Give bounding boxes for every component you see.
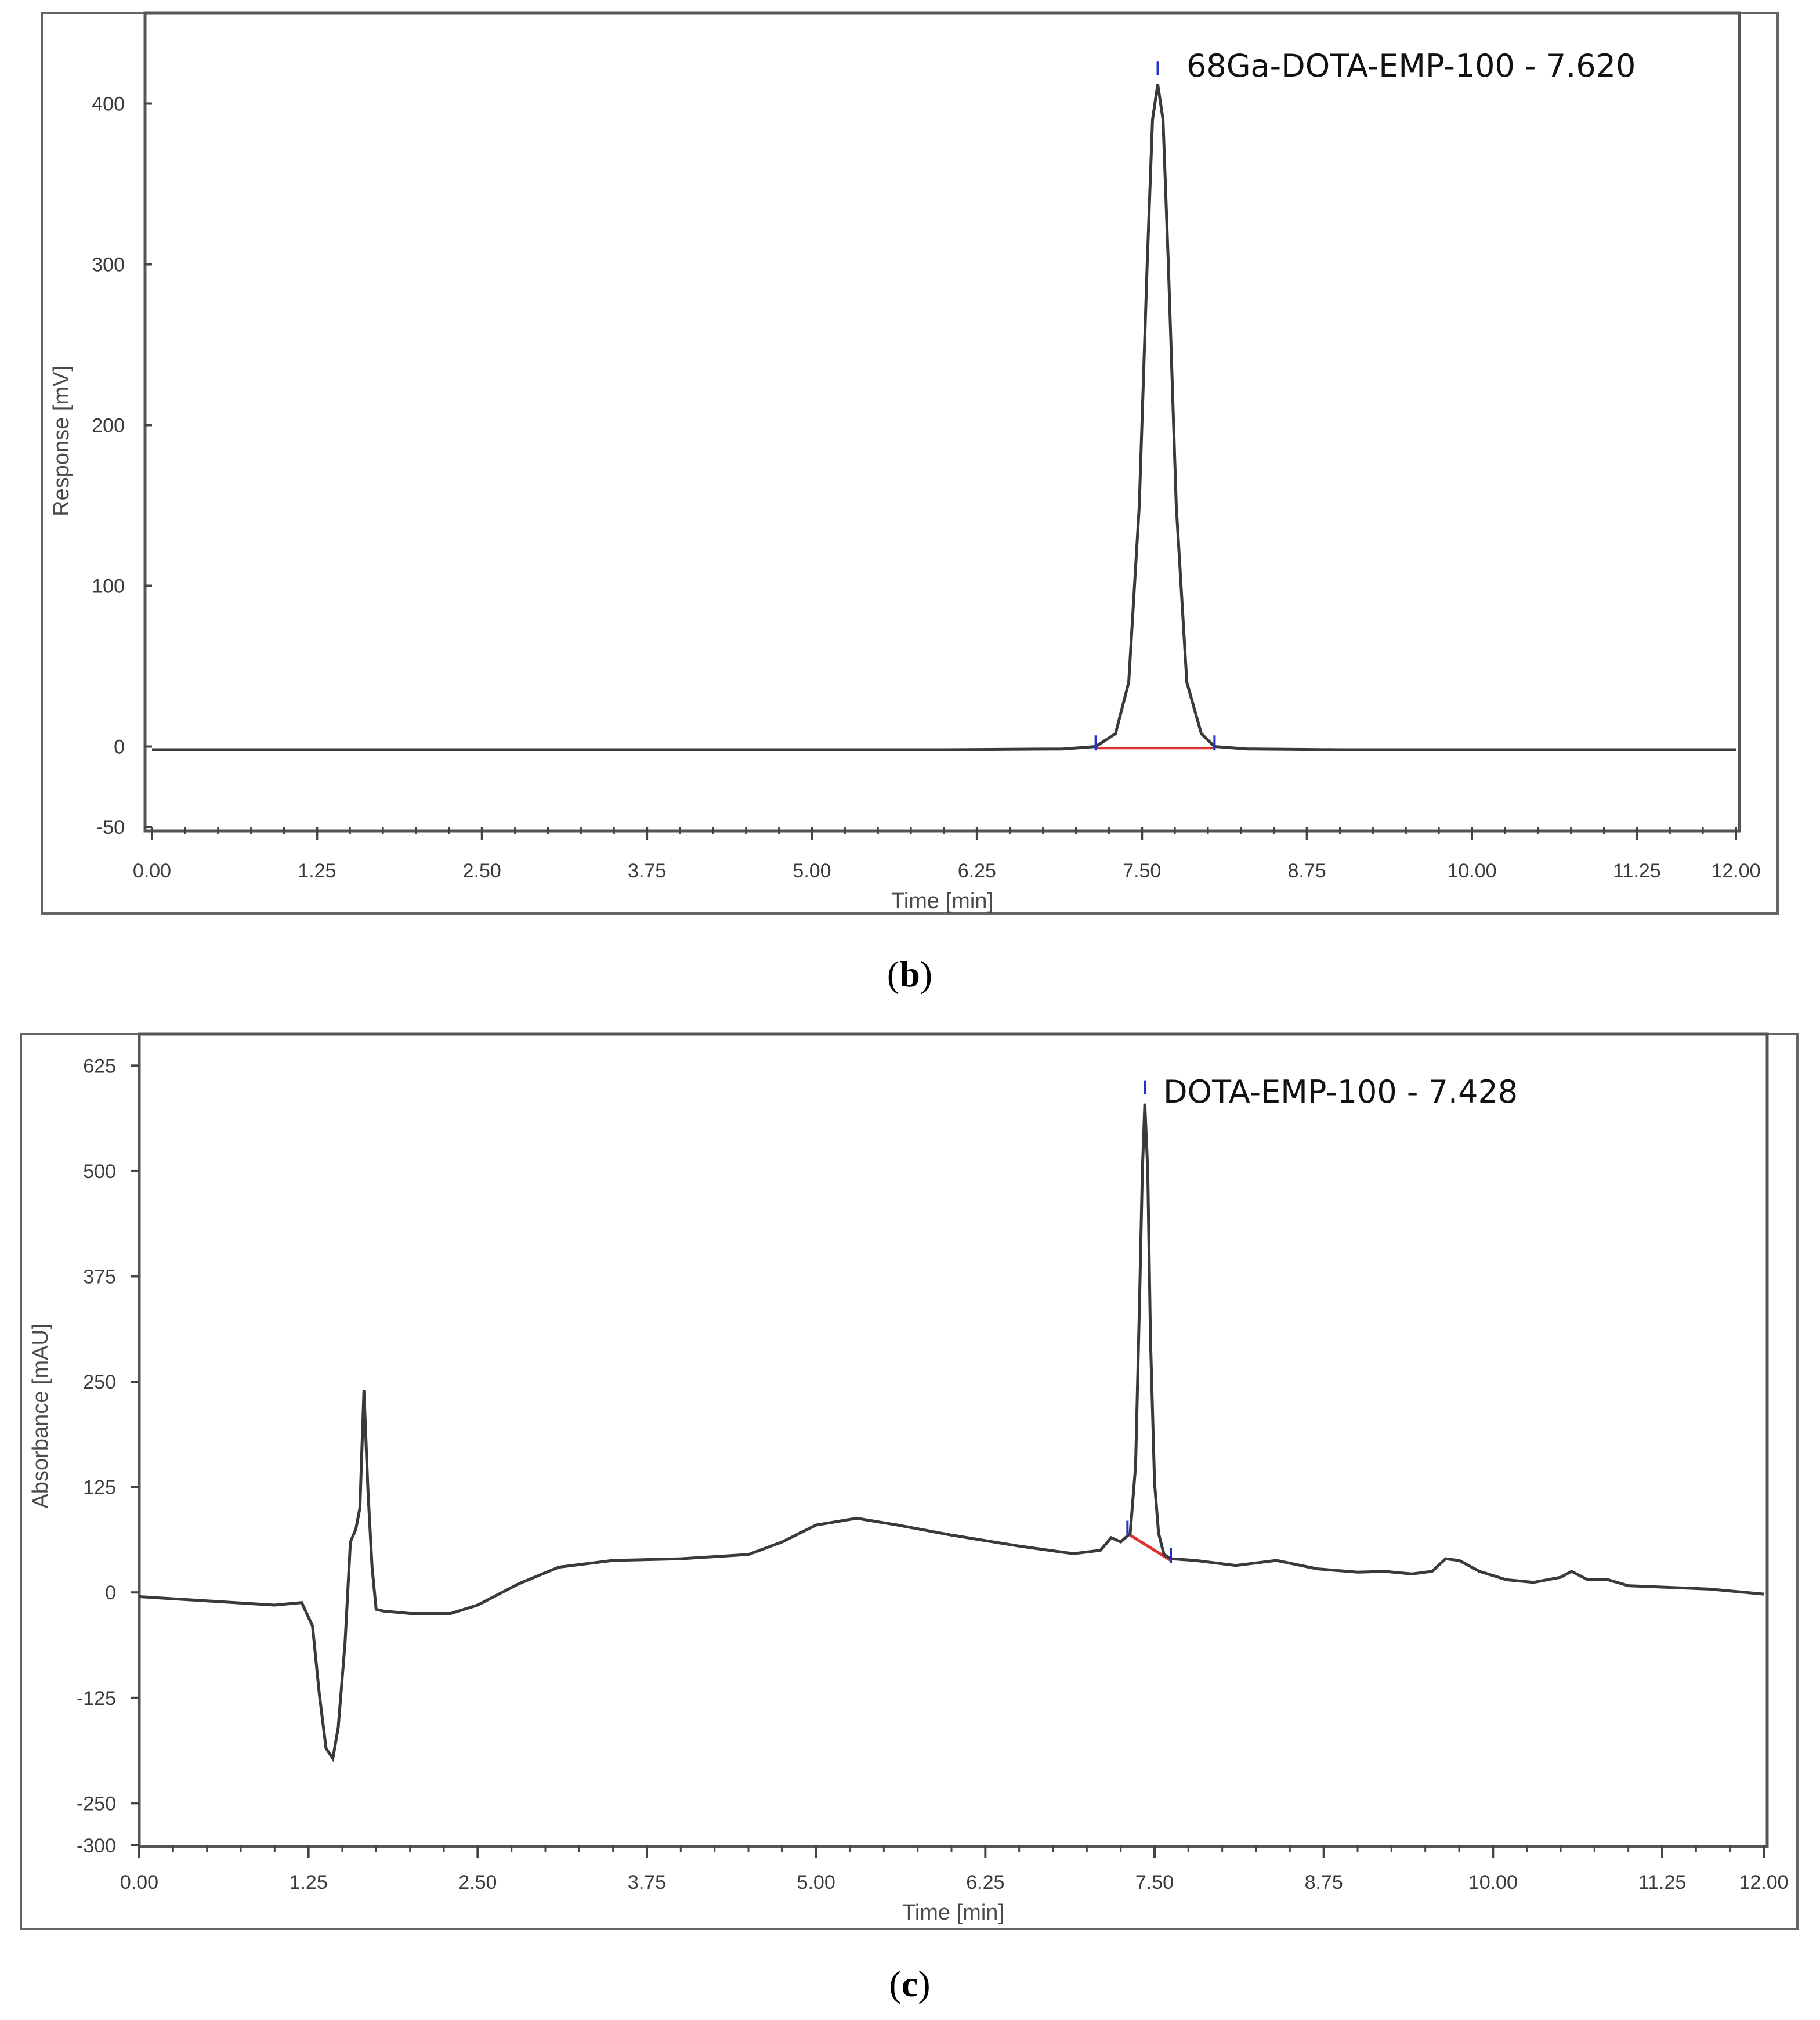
y-tick-label: 125 xyxy=(83,1477,116,1499)
x-tick-label: 3.75 xyxy=(628,1871,666,1893)
x-tick-label: 8.75 xyxy=(1288,860,1326,882)
panel-b-letter: (b) xyxy=(887,953,932,995)
panel-c-outer-frame xyxy=(20,1033,1799,1930)
x-tick-label: 10.00 xyxy=(1468,1871,1518,1893)
x-tick-label: 0.00 xyxy=(133,860,171,882)
panel-b-xtick-labels: 0.00 1.25 2.50 3.75 5.00 6.25 7.50 8.75 10.00 11.… xyxy=(133,860,1761,882)
y-tick-label: 500 xyxy=(83,1161,116,1183)
panel-c-axis-ticks xyxy=(131,1064,1765,1858)
panel-b-x-axis-title: Time [min] xyxy=(891,889,993,913)
panel-c-letter: (c) xyxy=(889,1963,930,2004)
y-tick-label: 400 xyxy=(92,93,125,115)
y-tick-label: 0 xyxy=(114,736,125,758)
x-tick-label: 1.25 xyxy=(290,1871,328,1893)
x-tick-label: 8.75 xyxy=(1305,1871,1343,1893)
x-tick-label: 3.75 xyxy=(628,860,666,882)
x-tick-label: 7.50 xyxy=(1123,860,1161,882)
panel-c-xtick-labels: 0.00 1.25 2.50 3.75 5.00 6.25 7.50 8.75 10.00 11.… xyxy=(120,1871,1789,1893)
x-tick-label: 12.00 xyxy=(1739,1871,1788,1893)
y-tick-label: 250 xyxy=(83,1371,116,1393)
y-tick-label: 625 xyxy=(83,1055,116,1077)
x-tick-label: 7.50 xyxy=(1135,1871,1174,1893)
y-tick-label: 300 xyxy=(92,254,125,276)
x-tick-label: 5.00 xyxy=(797,1871,835,1893)
y-tick-label: -125 xyxy=(77,1687,116,1710)
chromatogram-panel-b: -50 0 100 200 300 400 0.00 1.25 2.50 3.75 5.00 6.2… xyxy=(41,11,1779,995)
panel-b-trace xyxy=(152,84,1736,751)
panel-c-y-axis-title: Absorbance [mAU] xyxy=(28,1324,53,1509)
x-tick-label: 5.00 xyxy=(793,860,831,882)
x-tick-label: 2.50 xyxy=(458,1871,497,1893)
y-tick-label: 0 xyxy=(105,1582,116,1604)
x-tick-label: 10.00 xyxy=(1447,860,1496,882)
y-tick-label: 100 xyxy=(92,576,125,598)
x-tick-label: 11.25 xyxy=(1613,860,1661,882)
panel-c-x-axis-title: Time [min] xyxy=(902,1900,1004,1925)
panel-b-y-axis-title: Response [mV] xyxy=(49,366,74,516)
y-tick-label: 200 xyxy=(92,415,125,437)
panel-b-outer-frame xyxy=(41,12,1779,915)
x-tick-label: 1.25 xyxy=(298,860,336,882)
panel-c-ytick-labels: -300 -250 -125 0 125 250 375 500 625 xyxy=(77,1055,116,1857)
x-tick-label: 2.50 xyxy=(463,860,501,882)
y-tick-label: -300 xyxy=(77,1835,116,1857)
panel-b-ytick-labels: -50 0 100 200 300 400 xyxy=(92,93,125,839)
panel-c-plot-frame xyxy=(138,1032,1769,1848)
panel-c-trace xyxy=(139,1103,1764,1762)
x-tick-label: 0.00 xyxy=(120,1871,158,1893)
panel-b-peak-markers xyxy=(1094,61,1216,751)
panel-b-plot-frame xyxy=(143,11,1741,833)
panel-c-peak-label: DOTA-EMP-100 - 7.428 xyxy=(1163,1074,1518,1110)
x-tick-label: 6.25 xyxy=(958,860,996,882)
y-tick-label: 375 xyxy=(83,1266,116,1288)
panel-c-peak-markers xyxy=(1126,1080,1172,1563)
x-tick-label: 12.00 xyxy=(1711,860,1760,882)
y-tick-label: -50 xyxy=(96,816,125,839)
panel-b-peak-label: 68Ga-DOTA-EMP-100 - 7.620 xyxy=(1186,48,1636,84)
chromatogram-panel-c: -300 -250 -125 0 125 250 375 500 625 0.00 1.25 2.5… xyxy=(20,1032,1799,2004)
panel-b-axis-ticks xyxy=(144,102,1737,840)
x-tick-label: 6.25 xyxy=(966,1871,1004,1893)
x-tick-label: 11.25 xyxy=(1638,1871,1687,1893)
y-tick-label: -250 xyxy=(77,1793,116,1815)
